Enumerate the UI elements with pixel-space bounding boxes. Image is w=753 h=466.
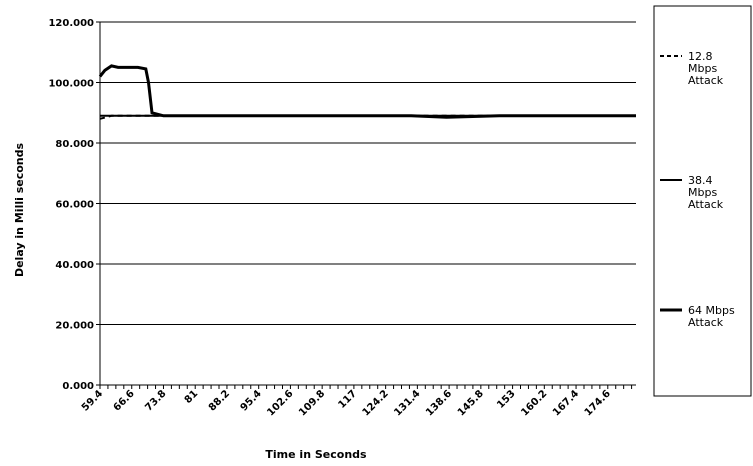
legend-label-0: Mbps <box>688 62 717 75</box>
y-tick-label: 120.000 <box>48 18 94 29</box>
x-tick-label: 66.6 <box>112 388 137 413</box>
x-axis-ticks: 59.4 66.6 73.8 81 88.2 95.4 102.6 109.8 117 124.2… <box>80 385 633 418</box>
legend-label-0: 12.8 <box>688 50 713 63</box>
x-tick-label: 124.2 <box>361 388 391 418</box>
legend-label-1: Mbps <box>688 186 717 199</box>
series-line-2 <box>98 64 636 119</box>
legend-box <box>653 5 752 397</box>
legend-label-0: Attack <box>688 74 724 87</box>
grid-lines <box>100 21 636 325</box>
y-tick-label: 20.000 <box>55 321 94 332</box>
x-tick-label: 73.8 <box>143 388 168 413</box>
x-tick-label: 95.4 <box>239 388 264 413</box>
x-axis-label: Time in Seconds <box>265 448 367 461</box>
y-tick-label: 100.000 <box>48 79 94 90</box>
x-tick-label: 174.6 <box>583 388 613 418</box>
series-lines <box>98 64 636 120</box>
x-tick-label: 81 <box>183 388 201 406</box>
legend-label-1: Attack <box>688 198 724 211</box>
x-tick-label: 59.4 <box>80 388 105 413</box>
x-tick-label: 131.4 <box>392 388 422 418</box>
y-tick-label: 40.000 <box>55 260 94 271</box>
x-tick-label: 117 <box>336 388 359 411</box>
x-tick-label: 153 <box>495 388 518 411</box>
x-tick-label: 138.6 <box>424 388 454 418</box>
x-tick-label: 145.8 <box>456 388 486 418</box>
y-axis-label: Delay in Milli seconds <box>13 143 26 278</box>
x-tick-label: 88.2 <box>207 388 232 413</box>
legend-label-2: 64 Mbps <box>688 304 735 317</box>
y-tick-label: 0.000 <box>62 381 94 392</box>
legend-label-2: Attack <box>688 316 724 329</box>
x-tick-label: 102.6 <box>265 388 295 418</box>
y-tick-label: 60.000 <box>55 200 94 211</box>
x-tick-label: 160.2 <box>519 388 549 418</box>
y-axis-ticks: 0.000 20.000 40.000 60.000 80.000 100.000 120.… <box>48 18 100 392</box>
y-tick-label: 80.000 <box>55 139 94 150</box>
x-tick-label: 167.4 <box>551 388 581 418</box>
x-tick-label: 109.8 <box>297 388 327 418</box>
legend-label-1: 38.4 <box>688 174 713 187</box>
